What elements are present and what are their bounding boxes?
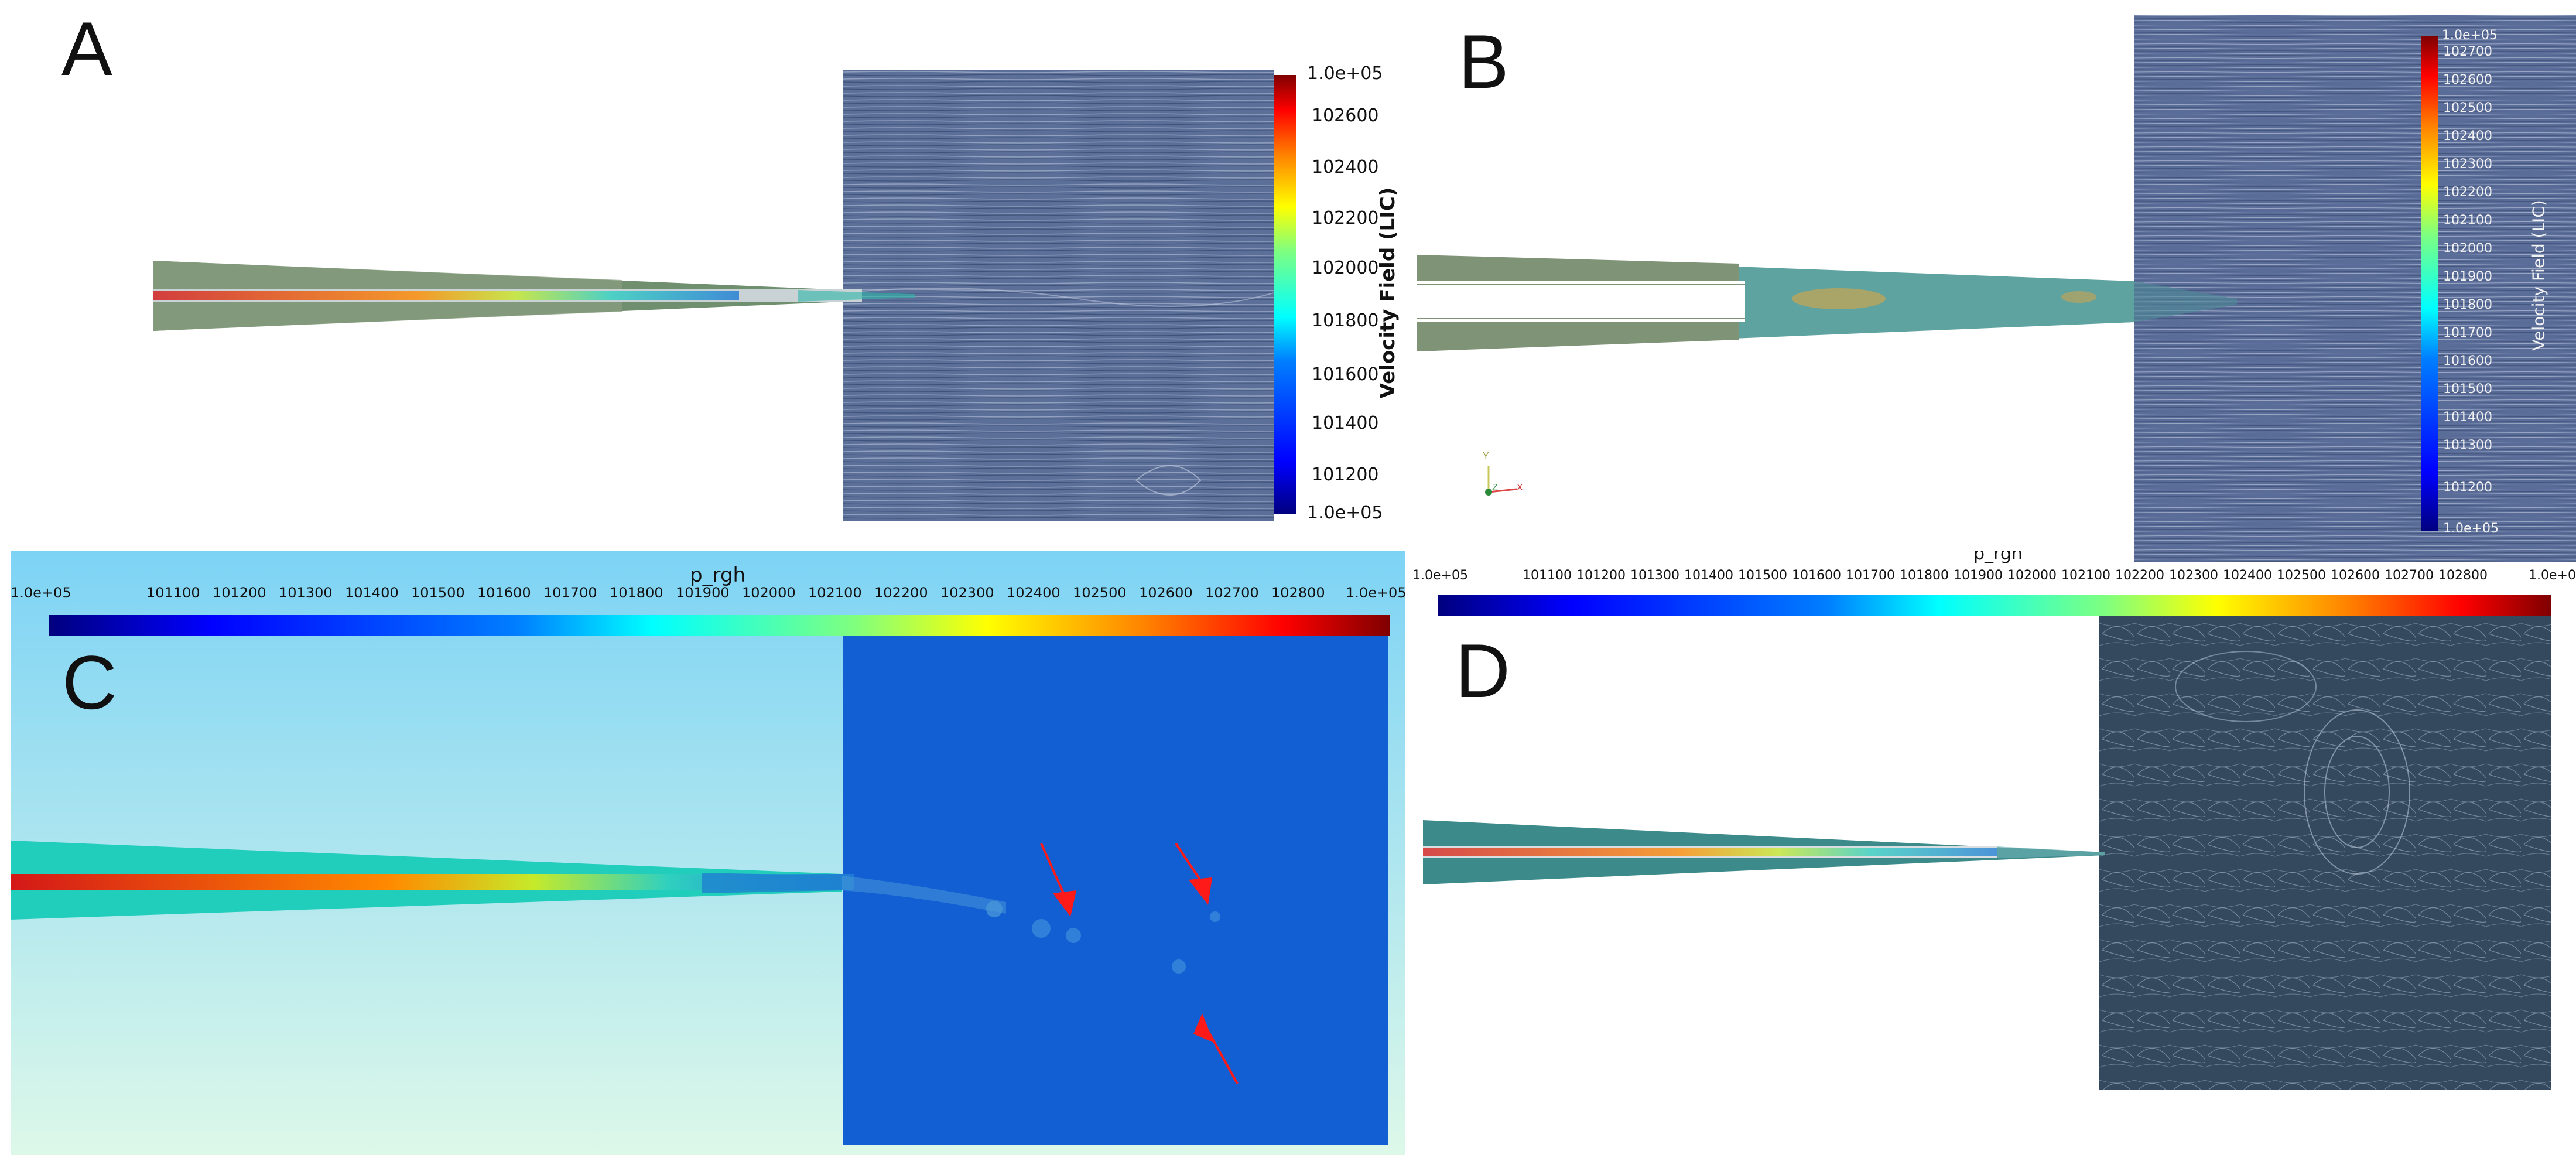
panel-d-colorbar-title: p_rgh (1973, 551, 2023, 564)
panel-d-tick: 101800 (1900, 568, 1949, 583)
panel-b-tick: 102200 (2443, 185, 2492, 200)
panel-c-tick: 102000 (742, 585, 796, 601)
panel-b-letter: B (1458, 19, 1509, 104)
panel-c-tick: 101400 (345, 585, 399, 601)
panel-d-letter: D (1455, 628, 1510, 713)
panel-c-colorbar (49, 615, 1390, 636)
panel-d-tick: 101300 (1630, 568, 1679, 583)
panel-b-tick: 101600 (2443, 354, 2492, 368)
panel-a-tick: 102000 (1312, 258, 1379, 278)
panel-c-tick: 101600 (477, 585, 531, 601)
axes-glyph-x-label: X (1517, 483, 1523, 493)
panel-c-tick: 102800 (1271, 585, 1325, 601)
panel-d: p_rgh 1.0e+05 1.0e+0 101100 101200 10130… (1405, 551, 2576, 1168)
panel-b-nozzle (1417, 255, 2237, 351)
panel-a-nozzle (153, 261, 915, 331)
panel-d-nozzle (1423, 820, 2105, 884)
panel-b-colorbar (2421, 36, 2438, 531)
panel-d-colorbar (1438, 595, 2551, 616)
panel-d-tick: 102700 (2385, 568, 2434, 583)
panel-c-tick: 101900 (676, 585, 730, 601)
panel-d-lic-domain (2099, 616, 2551, 1090)
panel-d-tick: 102600 (2331, 568, 2380, 583)
panel-d-tick: 101200 (1576, 568, 1626, 583)
panel-d-tick: 102500 (2277, 568, 2326, 583)
panel-b-colorbar-max: 1.0e+05 (2442, 28, 2498, 43)
panel-d-tick: 101100 (1523, 568, 1572, 583)
panel-b-tick: 101800 (2443, 298, 2492, 312)
panel-c-red-arrows (1040, 843, 1239, 1084)
panel-a-tick: 102400 (1312, 157, 1379, 177)
panel-a-colorbar-max: 1.0e+05 (1307, 63, 1383, 84)
panel-c-tick: 102100 (808, 585, 862, 601)
panel-c-tick: 102500 (1073, 585, 1127, 601)
panel-d-tick: 102400 (2223, 568, 2272, 583)
panel-b-tick: 102500 (2443, 101, 2492, 115)
panel-d-tick: 101600 (1792, 568, 1841, 583)
panel-b-colorbar-min: 1.0e+05 (2443, 521, 2499, 536)
panel-c-tick: 102400 (1007, 585, 1060, 601)
panel-c-letter: C (62, 640, 117, 725)
panel-b-tick: 102600 (2443, 73, 2492, 87)
panel-a-tick: 101400 (1312, 413, 1379, 433)
panel-a-lic-domain (843, 70, 1274, 521)
panel-c-tick: 101100 (146, 585, 200, 601)
panel-b-tick: 102700 (2443, 45, 2492, 59)
panel-a-tick: 101800 (1312, 310, 1379, 331)
panel-d-colorbar-min: 1.0e+05 (1412, 568, 1468, 583)
panel-d-tick: 102800 (2438, 568, 2488, 583)
panel-c-tick: 101200 (213, 585, 266, 601)
panel-c-tick: 101300 (279, 585, 333, 601)
panel-a-tick: 102600 (1312, 105, 1379, 126)
panel-c-colorbar-max: 1.0e+05 (1346, 585, 1405, 601)
panel-b-lic-domain (2134, 15, 2576, 562)
panel-d-colorbar-max: 1.0e+0 (2529, 568, 2576, 583)
panel-a: A 1.0e+05 102600 102400 102200 102000 10… (0, 0, 1405, 545)
panel-d-tick: 101400 (1684, 568, 1733, 583)
panel-c-colorbar-min: 1.0e+05 (11, 585, 71, 601)
panel-b-tick: 102400 (2443, 129, 2492, 144)
panel-d-tick: 102100 (2061, 568, 2110, 583)
axes-glyph-icon: Y Z X (1476, 451, 1534, 498)
panel-a-colorbar (1274, 75, 1296, 514)
panel-b-tick: 102100 (2443, 213, 2492, 228)
panel-d-tick: 102200 (2115, 568, 2164, 583)
panel-b-tick: 101300 (2443, 438, 2492, 453)
panel-c-tick: 102700 (1205, 585, 1259, 601)
panel-b-tick: 102000 (2443, 241, 2492, 256)
panel-b-tick: 101700 (2443, 326, 2492, 340)
panel-a-tick: 101600 (1312, 364, 1379, 385)
panel-a-letter: A (61, 6, 112, 91)
panel-c-tick: 102600 (1139, 585, 1193, 601)
panel-b-tick: 101200 (2443, 480, 2492, 495)
panel-c-nozzle (11, 841, 1006, 920)
axes-glyph-y-label: Y (1483, 451, 1489, 461)
panel-a-colorbar-min: 1.0e+05 (1307, 503, 1383, 523)
panel-a-colorbar-title: Velocity Field (LIC) (1376, 187, 1400, 399)
panel-d-tick: 102000 (2007, 568, 2057, 583)
panel-d-tick: 102300 (2169, 568, 2218, 583)
axes-glyph-z-label: Z (1492, 483, 1498, 493)
panel-c-droplets (1032, 911, 1220, 974)
panel-c-colorbar-title: p_rgh (690, 563, 746, 587)
panel-c-tick: 101700 (543, 585, 597, 601)
panel-c-tick: 101500 (411, 585, 465, 601)
panel-d-tick: 101500 (1738, 568, 1787, 583)
panel-b-tick: 102300 (2443, 157, 2492, 172)
panel-c-tick: 102300 (940, 585, 994, 601)
panel-b-tick: 101900 (2443, 269, 2492, 284)
panel-d-tick: 101900 (1954, 568, 2003, 583)
panel-b-tick: 101400 (2443, 410, 2492, 425)
panel-b-colorbar-title: Velocity Field (LIC) (2529, 200, 2548, 351)
panel-b: B Y Z X 1.0e+05 102700 102600 102500 102… (1405, 0, 2576, 568)
panel-c: p_rgh 1.0e+05 1.0e+05 101100 101200 1013… (11, 551, 1405, 1155)
panel-c-tick: 101800 (610, 585, 663, 601)
panel-a-tick: 101200 (1312, 465, 1379, 485)
panel-c-tick: 102200 (874, 585, 928, 601)
panel-a-tick: 102200 (1312, 208, 1379, 228)
panel-d-tick: 101700 (1846, 568, 1895, 583)
panel-b-tick: 101500 (2443, 382, 2492, 397)
